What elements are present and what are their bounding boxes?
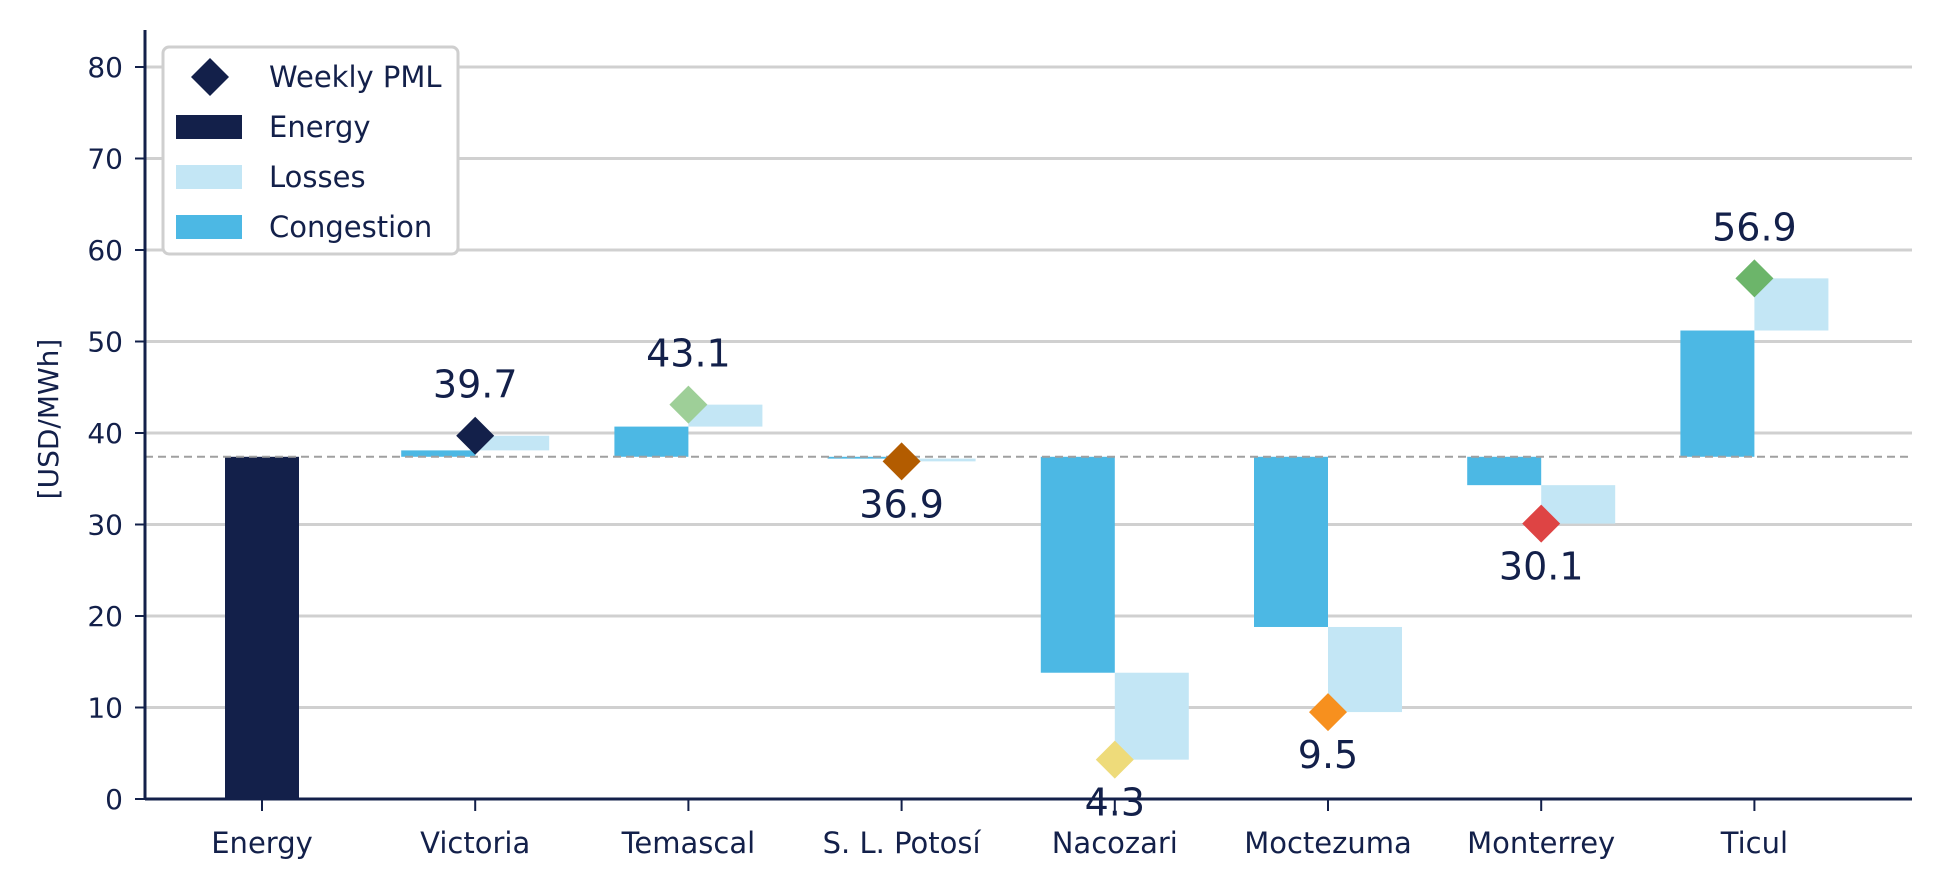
- x-tick-label: Monterrey: [1467, 826, 1615, 860]
- pml-value-label: 56.9: [1712, 205, 1797, 249]
- pml-value-label: 30.1: [1499, 545, 1584, 589]
- legend-diamond-icon: [191, 58, 229, 96]
- axes: 0 10 20 30 40 50 60 70 80 Energy Victoria Temascal S…: [87, 30, 1912, 860]
- x-tick-label: S. L. Potosí: [823, 826, 982, 860]
- legend-swatch: [176, 115, 242, 139]
- x-tick-label: Nacozari: [1052, 826, 1178, 860]
- congestion-bar: [614, 426, 689, 457]
- congestion-bar: [1040, 456, 1115, 673]
- x-tick-label: Energy: [211, 826, 313, 860]
- losses-bar: [475, 435, 550, 451]
- pml-diamond-icon: [456, 416, 495, 455]
- y-tick-label: 10: [87, 692, 123, 725]
- legend-swatch: [176, 215, 242, 239]
- pml-diamond-icon: [882, 442, 921, 481]
- y-tick-label: 60: [87, 234, 123, 267]
- congestion-bar: [1254, 456, 1328, 627]
- y-axis-label: [USD/MWh]: [32, 339, 65, 500]
- pml-diamond-icon: [1095, 740, 1134, 779]
- losses-bar: [1114, 672, 1189, 760]
- x-tick-label: Ticul: [1720, 826, 1788, 860]
- pml-markers: 39.7 43.1 36.9 4.3 9.5 30.1 56.9: [433, 205, 1797, 824]
- pml-value-label: 39.7: [433, 363, 518, 407]
- x-tick-label: Moctezuma: [1244, 826, 1412, 860]
- legend-label: Weekly PML: [269, 60, 442, 94]
- pml-diamond-icon: [1309, 693, 1347, 732]
- y-tick-label: 40: [87, 417, 123, 450]
- pml-diamond-icon: [1522, 504, 1561, 543]
- losses-bar: [1754, 278, 1829, 331]
- legend-label: Energy: [269, 110, 371, 144]
- energy-bar: [225, 456, 299, 799]
- bars: [225, 278, 1829, 799]
- legend-label: Congestion: [269, 210, 432, 244]
- pml-diamond-icon: [1735, 259, 1774, 298]
- congestion-bar: [1680, 330, 1755, 457]
- congestion-bar: [401, 450, 476, 457]
- pml-value-label: 4.3: [1085, 781, 1145, 825]
- losses-bar: [901, 458, 976, 462]
- y-tick-label: 50: [87, 326, 123, 359]
- y-tick-label: 30: [87, 509, 123, 542]
- losses-bar: [1328, 626, 1402, 713]
- x-tick-label: Victoria: [420, 826, 530, 860]
- y-tick-label: 80: [87, 51, 123, 84]
- y-tick-label: 70: [87, 143, 123, 176]
- x-tick-label: Temascal: [621, 826, 756, 860]
- pml-value-label: 36.9: [859, 482, 944, 526]
- legend: Weekly PML Energy Losses Congestion: [161, 45, 460, 256]
- y-tick-label: 20: [87, 600, 123, 633]
- pml-diamond-icon: [669, 385, 708, 424]
- pml-value-label: 9.5: [1298, 733, 1358, 777]
- legend-swatch: [176, 165, 242, 189]
- pml-value-label: 43.1: [646, 332, 731, 376]
- legend-label: Losses: [269, 160, 366, 194]
- y-tick-label: 0: [105, 783, 123, 816]
- congestion-bar: [1467, 456, 1542, 486]
- legend-box: [161, 45, 460, 256]
- losses-bar: [688, 404, 763, 427]
